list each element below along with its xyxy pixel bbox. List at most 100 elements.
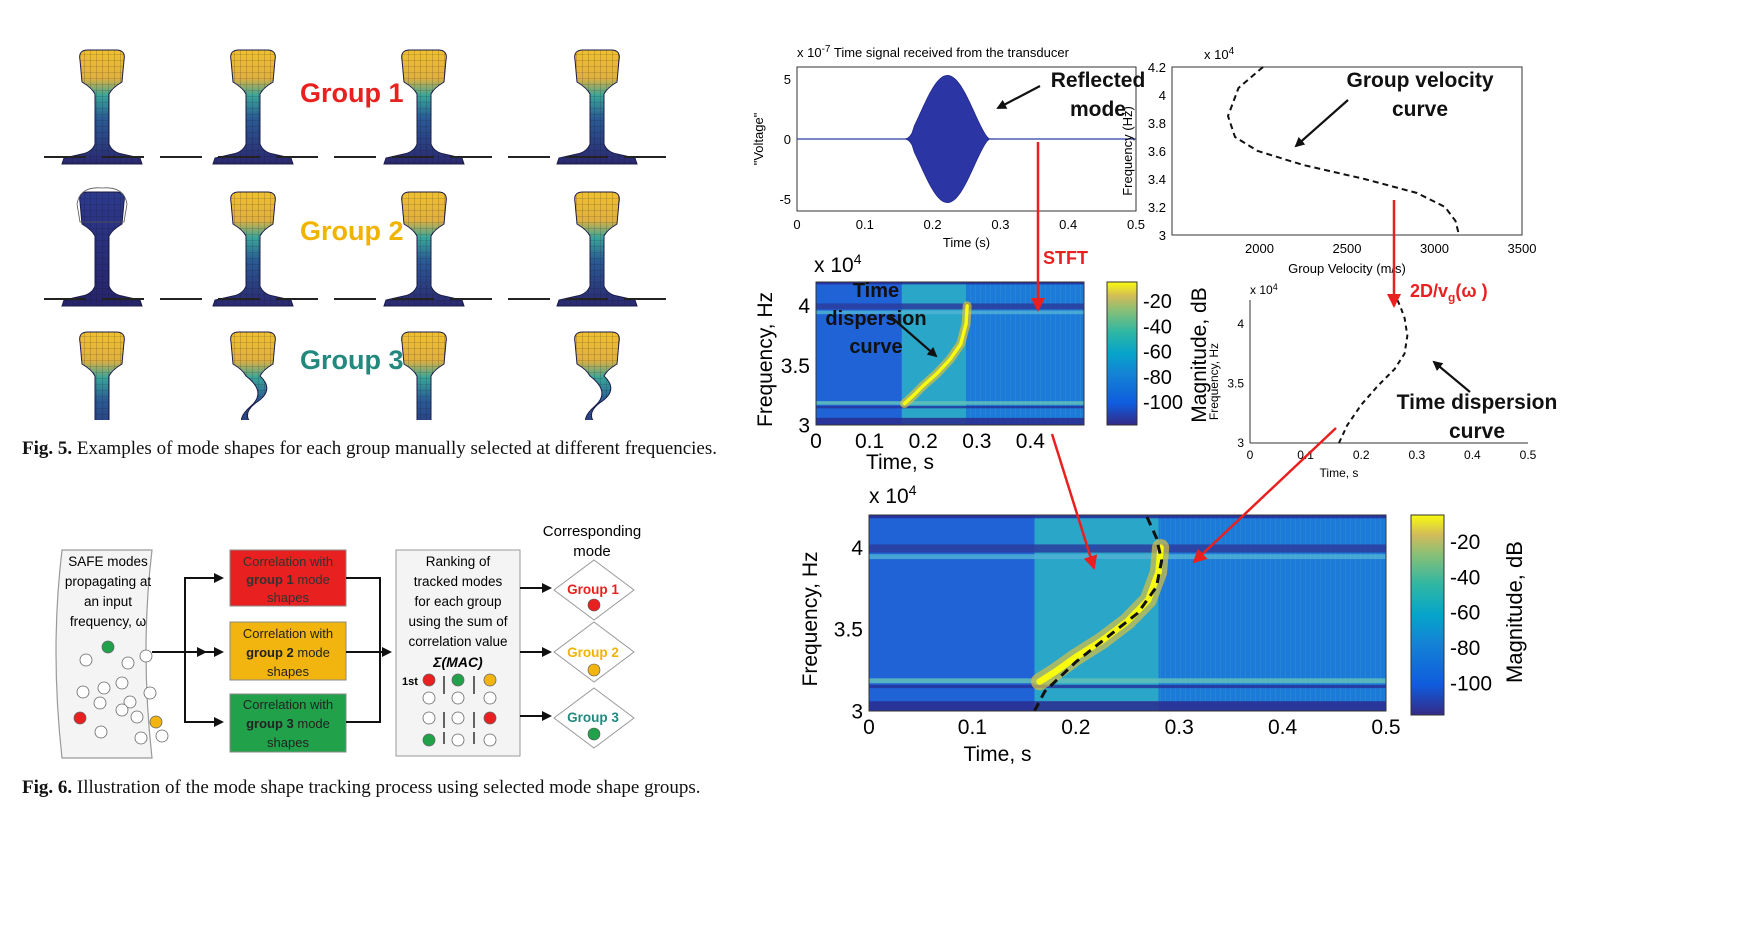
heatmap-band [816, 282, 1084, 285]
rail-mode-shape [383, 49, 465, 165]
mode-dot [94, 725, 108, 739]
mode-dot [101, 640, 115, 654]
mode-dot [149, 715, 163, 729]
rank-dot [451, 711, 465, 725]
x-tick-label: 0.3 [991, 217, 1009, 232]
heatmap-band [869, 554, 1386, 560]
x-tick-label: 0.2 [1353, 448, 1370, 462]
svg-text:group 1 mode: group 1 mode [246, 572, 330, 587]
x-tick-label: 0.5 [1127, 217, 1145, 232]
rail-mode-shape [212, 331, 294, 447]
fig6-caption: Fig. 6. Illustration of the mode shape t… [22, 775, 762, 800]
fig5-caption-text: Examples of mode shapes for each group m… [72, 438, 718, 459]
x-tick-label: 0.1 [855, 430, 884, 453]
axis-multiplier: x 104 [1204, 46, 1235, 62]
ranking-line-1: Ranking of [426, 554, 491, 569]
x-tick-label: 0.4 [1016, 430, 1046, 453]
rail-mode-shape [212, 191, 294, 307]
ridge-core [902, 304, 969, 406]
y-tick-label: 5 [784, 72, 791, 87]
corresponding-line-2: mode [573, 543, 611, 560]
input-line-1: SAFE modes [68, 554, 148, 569]
rail-mode-shape [61, 331, 143, 447]
fig6-caption-text: Illustration of the mode shape tracking … [72, 777, 701, 798]
rail-mode-shape [556, 191, 638, 307]
rail-mode-shape [212, 49, 294, 165]
ranking-line-5: correlation value [408, 634, 507, 649]
fig5-caption: Fig. 5. Examples of mode shapes for each… [22, 436, 762, 461]
x-tick-label: 0.4 [1059, 217, 1077, 232]
y-axis-label: Frequency, Hz [754, 292, 777, 427]
x-tick-label: 0 [810, 430, 822, 453]
colorbar-tick: -40 [1450, 566, 1480, 589]
y-tick-label: 3.5 [834, 619, 863, 642]
y-tick-label: 4 [851, 537, 863, 560]
heatmap-band [816, 310, 1084, 315]
ranking-line-3: for each group [414, 594, 501, 609]
mode-dot [155, 729, 169, 743]
output-diamond-2 [553, 621, 635, 683]
rank-dot [422, 711, 436, 725]
mode-dot [79, 653, 93, 667]
svg-text:shapes: shapes [267, 735, 309, 750]
x-tick-label: 3500 [1508, 241, 1537, 256]
fig6-diagram: SAFE modes propagating at an input frequ… [55, 523, 641, 759]
mode-dot [130, 710, 144, 724]
heatmap-band [869, 544, 1386, 553]
chart-title: x 10-7 Time signal received from the tra… [797, 44, 1070, 60]
input-line-4: frequency, ω [70, 614, 146, 629]
fig5-caption-label: Fig. 5. [22, 438, 73, 459]
y-tick-label: 3.4 [1148, 172, 1166, 187]
heatmap-frame [815, 281, 1085, 426]
colorbar-gradient [1410, 514, 1445, 716]
red-flow-arrow [1192, 427, 1337, 564]
fig5-mode-shapes: Group 1 Group 2 Group 3 [0, 0, 740, 447]
y-tick-label: 4.2 [1148, 60, 1166, 75]
colorbar-tick: -20 [1450, 531, 1480, 554]
group-velocity-annotation: Group velocity curve [1346, 69, 1494, 121]
mode-dot [123, 695, 137, 709]
fig5-mode-shape-grid [44, 49, 666, 447]
x-tick-label: 0.1 [856, 217, 874, 232]
group-velocity-arrow [1294, 99, 1349, 148]
x-tick-label: 0.3 [1165, 716, 1194, 739]
large-spectrogram: 0 0.1 0.2 0.3 0.4 0.5 4 3.5 3 Time, s Frequency, H… [799, 482, 1401, 766]
x-tick-label: 0.3 [1408, 448, 1425, 462]
colorbar-gradient [1106, 281, 1138, 426]
corr-text-3: Correlation with group 3 mode shapes [243, 697, 333, 750]
time-dispersion-small-annotation: Time dispersion curve [825, 280, 927, 358]
ranking-dots [422, 673, 497, 747]
stft-label: STFT [1043, 248, 1088, 268]
output-diamond-1 [553, 559, 635, 621]
y-axis-label: "Voltage" [751, 112, 766, 165]
svg-text:shapes: shapes [267, 590, 309, 605]
y-axis-label: Frequency, Hz [1207, 343, 1221, 420]
reflected-mode-annotation: Reflected mode [1050, 69, 1146, 121]
y-tick-label: 3.6 [1148, 144, 1166, 159]
heatmap-band [869, 701, 1386, 711]
small-colorbar: -20 -40 -60 -80 -100 [1106, 281, 1183, 426]
colorbar-tick: -60 [1143, 342, 1172, 364]
sigma-mac: Σ(MAC) [432, 654, 483, 670]
fig5-group3-label: Group 3 [300, 345, 404, 375]
y-tick-label: 3.5 [1227, 376, 1244, 390]
fig5-group1-label: Group 1 [300, 78, 404, 108]
svg-text:Correlation with: Correlation with [243, 697, 333, 712]
x-axis-label: Time, s [963, 743, 1031, 766]
y-axis-label: Frequency, Hz [799, 552, 822, 687]
x-tick-label: 0.4 [1464, 448, 1481, 462]
corr-text-2: Correlation with group 2 mode shapes [243, 626, 333, 679]
rank-dot [422, 691, 436, 705]
x-tick-label: 0.3 [962, 430, 991, 453]
x-tick-label: 0 [793, 217, 800, 232]
y-tick-label: 4 [1159, 88, 1166, 103]
axis-multiplier: x 104 [869, 482, 917, 508]
mode-dot [143, 686, 157, 700]
first-rank-label: 1st [402, 676, 418, 688]
time-dispersion-curve [1338, 299, 1409, 444]
axis-multiplier: x 104 [814, 251, 862, 277]
fig6-caption-label: Fig. 6. [22, 777, 73, 798]
fig5-group2-label: Group 2 [300, 216, 404, 246]
